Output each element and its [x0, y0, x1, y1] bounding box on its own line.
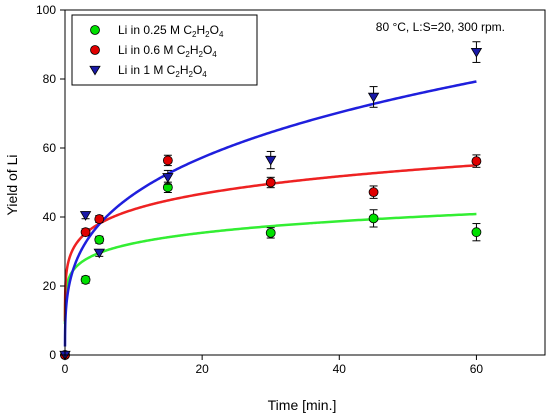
x-tick-label: 20	[195, 362, 209, 376]
y-tick-label: 100	[36, 3, 56, 17]
y-tick-label: 80	[43, 72, 57, 86]
data-point	[470, 47, 483, 58]
data-point	[265, 227, 276, 238]
x-tick-label: 0	[62, 362, 69, 376]
data-point	[80, 227, 91, 238]
data-point	[368, 213, 379, 224]
y-tick-label: 20	[43, 279, 57, 293]
chart-annotation: 80 °C, L:S=20, 300 rpm.	[376, 20, 505, 34]
data-point	[265, 177, 276, 188]
fit-curves	[63, 80, 477, 347]
data-point	[162, 155, 173, 166]
x-axis-label: Time [min.]	[268, 397, 337, 413]
legend-label: Li in 1 M C2H2O4	[118, 63, 207, 79]
data-point	[471, 156, 482, 167]
data-point	[368, 187, 379, 198]
data-point	[471, 227, 482, 238]
y-tick-label: 40	[43, 210, 57, 224]
axes: 0 20 40 60 0 20 40 60 80 100	[36, 3, 483, 376]
data-point	[79, 211, 92, 221]
fit-curve	[63, 80, 477, 347]
y-tick-label: 60	[43, 141, 57, 155]
x-tick-label: 60	[470, 362, 484, 376]
y-axis-label: Yield of Li	[4, 155, 20, 216]
y-tick-label: 0	[49, 348, 56, 362]
data-point	[94, 234, 105, 245]
plot-frame	[64, 9, 546, 356]
data-point	[367, 92, 380, 103]
data-point	[93, 248, 105, 259]
data-points	[59, 41, 483, 361]
legend-marker	[90, 45, 100, 55]
x-tick-label: 40	[333, 362, 347, 376]
data-point	[80, 274, 91, 285]
legend-marker	[90, 25, 100, 35]
legend-label: Li in 0.6 M C2H2O4	[118, 43, 217, 59]
data-point	[162, 173, 174, 183]
data-point	[94, 214, 105, 224]
legend-marker	[89, 65, 101, 76]
legend-box	[71, 14, 258, 86]
fit-curve	[63, 164, 477, 322]
legend-label: Li in 0.25 M C2H2O4	[118, 23, 224, 39]
data-point	[265, 155, 277, 166]
legend: Li in 0.25 M C2H2O4 Li in 0.6 M C2H2O4 Li …	[71, 14, 258, 86]
